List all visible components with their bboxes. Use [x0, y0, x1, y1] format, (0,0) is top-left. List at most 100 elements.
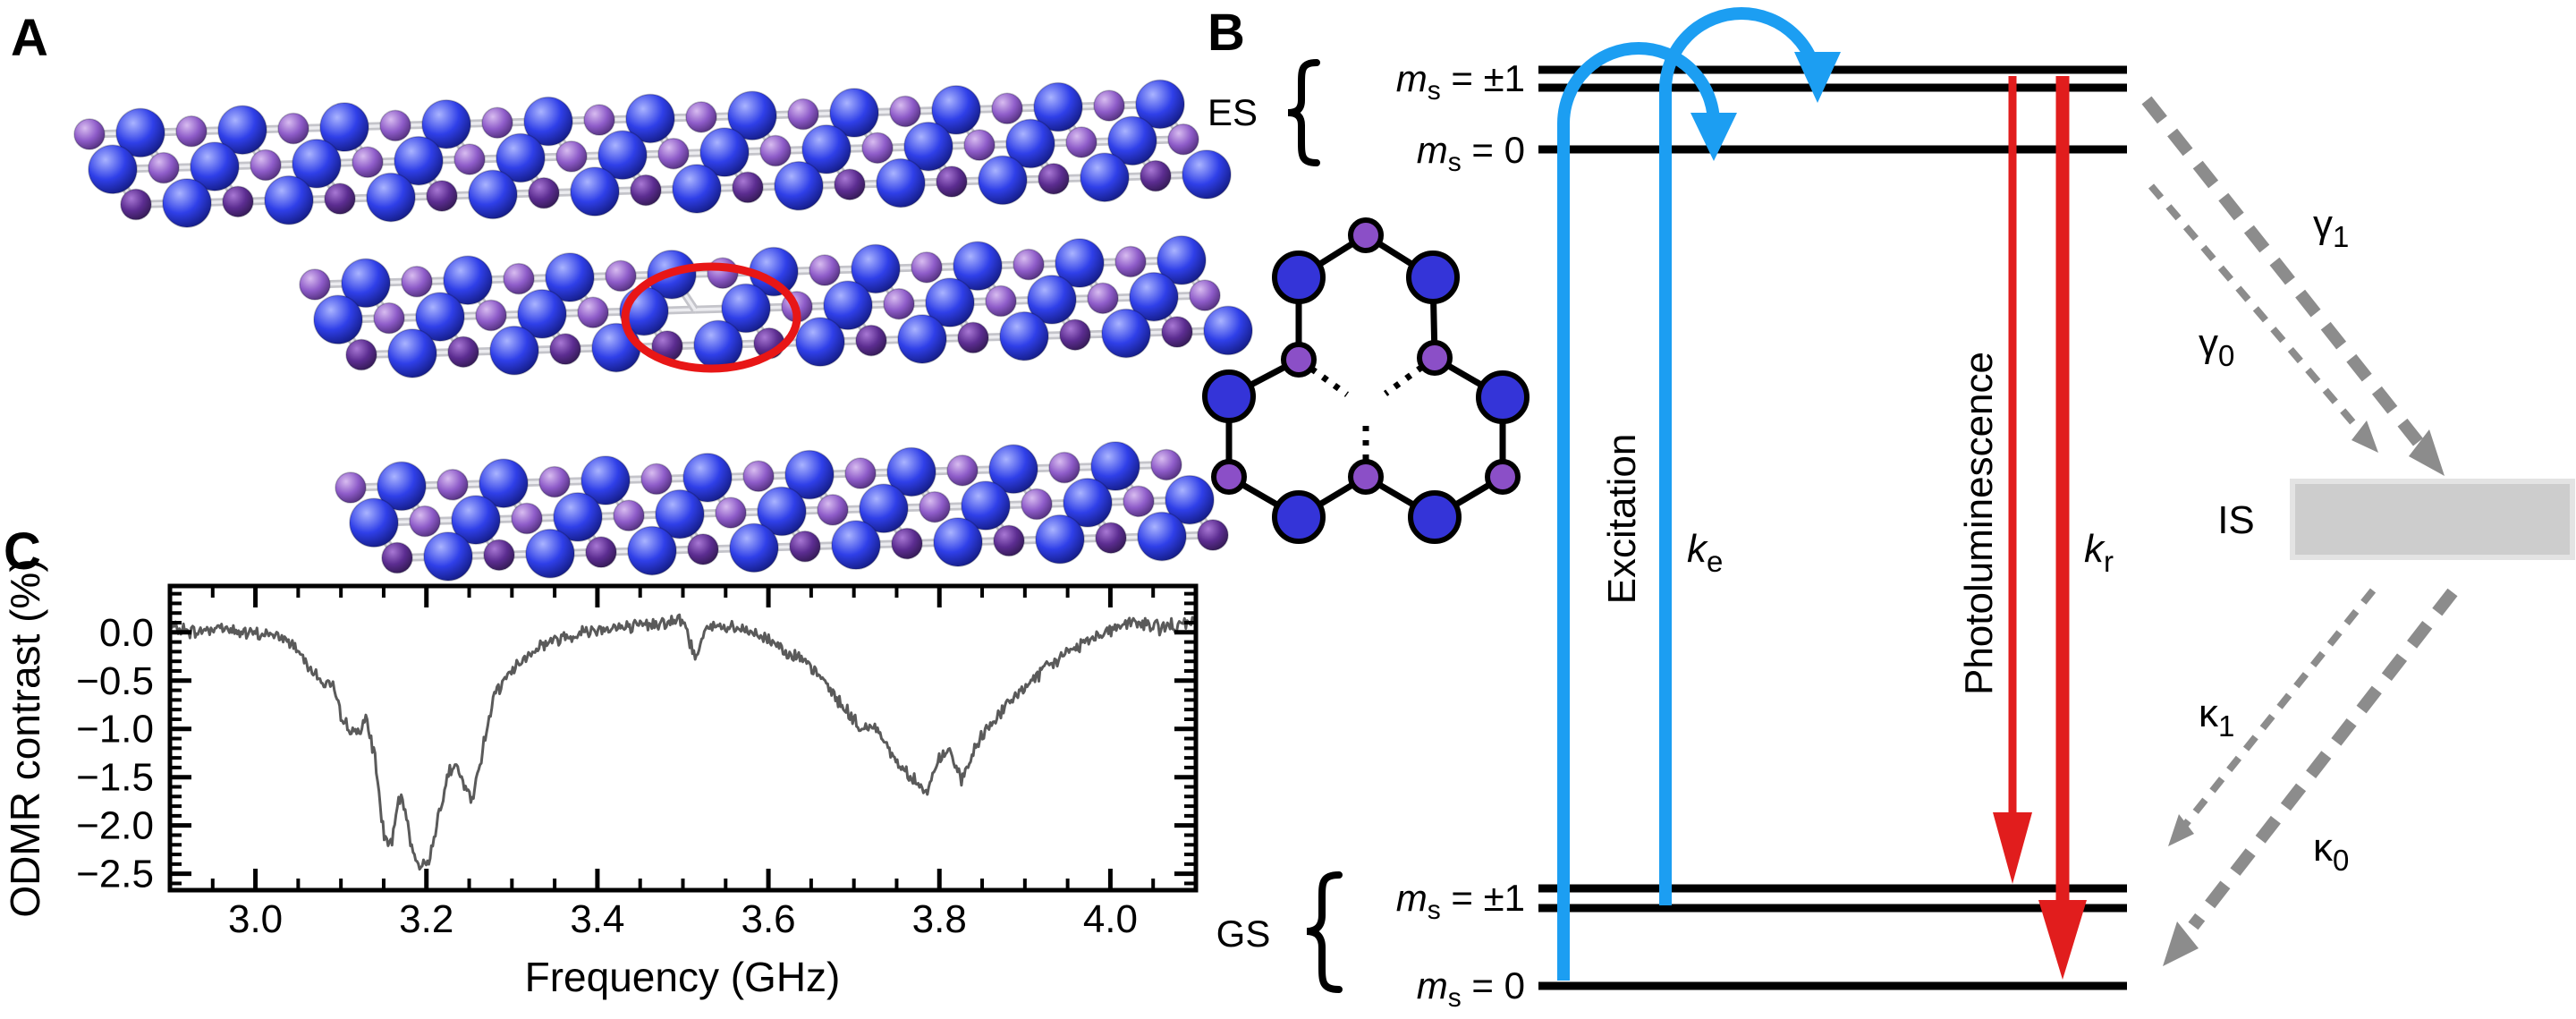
atom-blue [1080, 152, 1130, 202]
atom-purple [1167, 123, 1199, 156]
atom-blue [978, 155, 1028, 206]
molecule-atom-purple [1348, 217, 1384, 253]
atom-purple [250, 149, 282, 182]
pl-arrowhead-ms1 [1993, 812, 2032, 884]
atom-purple [1087, 282, 1119, 315]
defect-highlight-ellipse [621, 262, 801, 373]
energy-levels [1538, 65, 2127, 990]
atom-blue [570, 166, 620, 217]
atom-blue [1063, 478, 1113, 528]
atom-blue [886, 446, 936, 497]
es-brace [1287, 59, 1320, 166]
atom-blue [443, 255, 493, 305]
es-group-label: ES [1208, 91, 1258, 133]
atom-blue [597, 130, 648, 181]
panel-b-label: B [1208, 4, 1245, 62]
atom-purple [919, 490, 951, 523]
gamma1-label: γ1 [2313, 202, 2349, 253]
atom-blue [377, 461, 427, 512]
atom-blue [859, 483, 909, 534]
atom-blue [823, 280, 873, 331]
atom-purple [759, 134, 792, 167]
atom-blue [721, 283, 771, 334]
atom-blue [655, 488, 705, 539]
atom-purple [993, 524, 1025, 557]
atom-purple [1114, 245, 1147, 278]
atom-blue [553, 492, 603, 542]
atom-purple [373, 301, 405, 335]
atom-purple [549, 333, 581, 365]
atom-blue [876, 157, 926, 208]
atom-purple [957, 321, 989, 354]
excitation-arrow-to-ms0 [1557, 42, 1720, 981]
atom-blue [727, 90, 777, 141]
atom-purple [585, 536, 617, 568]
atom-blue [88, 144, 138, 195]
molecule-atom-purple [1281, 342, 1317, 378]
kappa1-dashed-arrow [2182, 588, 2377, 828]
atom-blue [625, 93, 675, 144]
x-tick-label: 4.0 [1083, 897, 1138, 941]
atom-purple [991, 92, 1023, 125]
lattice-layer [335, 441, 1229, 582]
molecule-dangling-bond [1309, 366, 1350, 397]
atom-blue [523, 96, 573, 147]
atom-purple [1093, 89, 1125, 122]
atom-purple [1161, 316, 1193, 348]
crystal-lattice-illustration [73, 79, 1253, 582]
atom-blue [672, 164, 722, 214]
y-tick-label: −0.5 [76, 659, 154, 703]
atom-purple [855, 324, 887, 357]
kappa0-label: κ0 [2313, 826, 2349, 877]
molecule-dangling-bond [1383, 364, 1425, 396]
atom-purple [1189, 279, 1221, 311]
odmr-spectrum-line [170, 613, 1197, 871]
atom-blue [292, 139, 342, 189]
atom-purple [1065, 126, 1097, 158]
x-tick-label: 3.0 [228, 897, 283, 941]
atom-purple [277, 112, 309, 145]
atom-blue [489, 326, 539, 376]
molecule-atom-purple [1348, 459, 1384, 495]
atom-purple [936, 166, 968, 198]
atom-purple [889, 95, 921, 128]
atom-blue [1129, 271, 1179, 322]
atom-purple [503, 262, 535, 295]
atom-blue [591, 322, 641, 373]
gamma0-dashed-arrow [2148, 183, 2368, 439]
molecule-atom-blue [1272, 490, 1326, 544]
atom-blue [801, 124, 852, 174]
atom-purple [583, 104, 615, 136]
atom-blue [1005, 118, 1055, 169]
lattice-layer [73, 79, 1232, 228]
atom-purple [963, 129, 996, 161]
gamma1-arrowhead [2409, 429, 2445, 476]
atom-blue [829, 88, 879, 138]
atom-purple [687, 533, 719, 565]
atom-blue [1203, 305, 1253, 356]
atom-purple [605, 259, 637, 293]
molecule-atom-blue [1202, 369, 1256, 423]
isc-arrowheads [2163, 420, 2445, 966]
atom-blue [925, 277, 975, 327]
gs-brace [1306, 871, 1343, 993]
atom-purple [401, 266, 433, 298]
atom-blue [264, 175, 314, 225]
gs-ms1-label: ms = ±1 [1396, 877, 1525, 925]
x-tick-label: 3.2 [399, 897, 453, 941]
es-ms1-label: ms = ±1 [1396, 57, 1525, 106]
atom-purple [613, 499, 645, 532]
atom-purple [883, 287, 915, 320]
atom-purple [946, 454, 979, 487]
kappa0-arrowhead [2163, 921, 2199, 966]
molecule-atom-purple [1211, 459, 1247, 495]
atom-purple [1038, 163, 1070, 195]
atom-blue [931, 85, 981, 135]
atom-purple [1059, 318, 1091, 351]
atom-purple [1150, 448, 1182, 481]
atom-blue [627, 525, 677, 576]
panel-c-label: C [4, 522, 41, 581]
atom-blue [545, 252, 595, 302]
atom-purple [1095, 522, 1127, 554]
